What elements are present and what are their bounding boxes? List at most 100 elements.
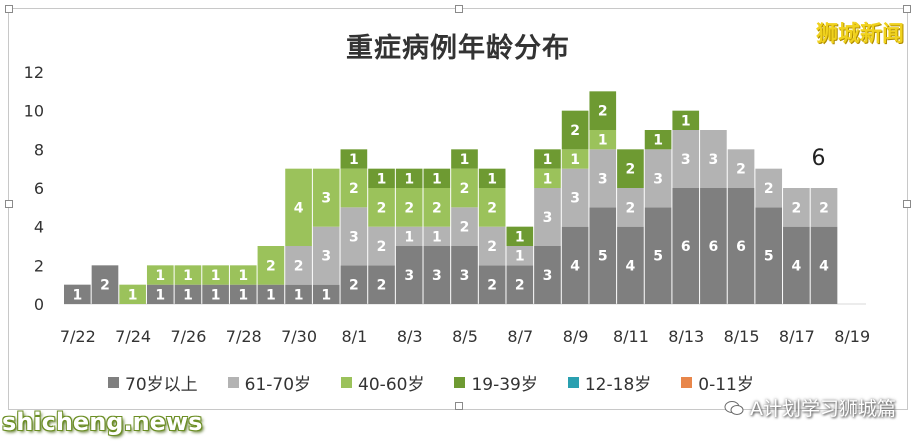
bar-segment	[451, 168, 478, 208]
data-label: 3	[460, 268, 470, 284]
data-label: 2	[460, 220, 470, 236]
bar-segment	[478, 265, 506, 304]
data-label: 2	[349, 181, 359, 197]
legend-label: 70岁以上	[125, 374, 198, 395]
data-label: 6	[709, 239, 719, 255]
data-label: 1	[294, 287, 304, 303]
data-label: 1	[681, 113, 691, 129]
bar-segment	[229, 265, 257, 285]
bar-segment	[368, 265, 395, 304]
bar-segment	[672, 130, 700, 188]
bar-segment	[478, 226, 506, 266]
legend-item-12-18: 12-18岁	[567, 370, 651, 395]
bar-segment	[589, 130, 617, 150]
bar-segment	[146, 265, 174, 285]
resize-handle-right[interactable]	[903, 200, 911, 208]
data-label: 2	[764, 181, 774, 197]
legend-label: 0-11岁	[698, 374, 754, 395]
data-label: 2	[515, 278, 525, 294]
data-label: 2	[404, 200, 414, 216]
bar-segment	[617, 226, 644, 304]
wechat-icon	[724, 400, 744, 415]
bar-segment	[395, 168, 423, 188]
bar-segment	[340, 149, 368, 169]
data-label: 3	[321, 191, 331, 207]
data-label: 1	[321, 287, 331, 303]
data-label: 5	[598, 249, 608, 265]
data-label: 3	[349, 229, 359, 245]
data-label: 1	[128, 287, 138, 303]
bar-segment	[451, 246, 478, 304]
legend-label: 40-60岁	[358, 374, 425, 395]
bar-segment	[534, 188, 561, 246]
y-tick-label: 2	[34, 256, 44, 275]
resize-handle-bottom[interactable]	[455, 402, 463, 410]
data-label: 2	[377, 278, 387, 294]
data-label: 2	[266, 258, 276, 274]
bar-segment	[534, 168, 561, 188]
legend-label: 61-70岁	[244, 374, 312, 395]
annotation-label: 6	[812, 146, 826, 171]
bar-segment	[285, 284, 312, 304]
bar-segment	[312, 284, 340, 304]
data-label: 1	[570, 152, 580, 168]
bar-segment	[672, 110, 700, 130]
bar-segment	[644, 130, 672, 150]
bar-segment	[561, 149, 589, 169]
data-label: 2	[626, 200, 636, 216]
data-label: 1	[515, 249, 525, 265]
x-tick-label: 7/28	[226, 327, 262, 346]
x-tick-label: 8/3	[397, 327, 423, 346]
data-label: 1	[211, 268, 221, 284]
x-tick-label: 7/24	[115, 327, 151, 346]
x-tick-label: 8/11	[613, 327, 649, 346]
watermark-site: shicheng.news	[2, 408, 203, 436]
bar-segment	[451, 149, 478, 169]
legend-item-40-60: 40-60岁	[341, 370, 424, 395]
bar-segment	[672, 188, 700, 304]
resize-handle-left[interactable]	[5, 200, 13, 208]
data-label: 1	[377, 171, 387, 187]
bar-segment	[727, 149, 755, 188]
x-tick-label: 8/5	[452, 327, 478, 346]
bar-segment	[423, 168, 451, 188]
data-label: 6	[736, 239, 746, 255]
bar-segment	[561, 226, 589, 304]
data-label: 2	[100, 278, 110, 294]
bar-segment	[229, 284, 257, 304]
legend-item-61-70: 61-70岁	[227, 370, 312, 395]
bar-segment	[174, 265, 202, 285]
data-label: 2	[377, 200, 387, 216]
data-label: 1	[460, 152, 470, 168]
bar-segment	[423, 188, 451, 227]
bar-segment	[506, 226, 534, 246]
legend-swatch	[108, 376, 119, 388]
bar-segment	[700, 130, 727, 188]
resize-handle-top-right[interactable]	[903, 5, 911, 13]
data-label: 4	[819, 258, 829, 274]
data-label: 3	[543, 210, 553, 226]
bar-segment	[534, 149, 561, 169]
resize-handle-top[interactable]	[455, 5, 463, 13]
bar-segment	[561, 168, 589, 227]
bar-segment	[174, 284, 202, 304]
resize-handle-top-left[interactable]	[5, 5, 13, 13]
data-label: 1	[515, 229, 525, 245]
data-label: 2	[487, 278, 497, 294]
data-label: 3	[432, 268, 442, 284]
x-tick-label: 8/7	[507, 327, 533, 346]
data-label: 3	[543, 268, 553, 284]
data-label: 1	[72, 287, 82, 303]
legend-item-70plus: 70岁以上	[108, 370, 198, 395]
bar-segment	[368, 168, 395, 188]
bar-segment	[506, 246, 534, 266]
chart-legend: 70岁以上 61-70岁 40-60岁 19-39岁 12-18岁 0-11岁	[108, 370, 754, 395]
data-label: 4	[570, 258, 580, 274]
data-label: 1	[349, 152, 359, 168]
y-tick-label: 0	[34, 295, 44, 314]
bar-segment	[727, 188, 755, 304]
brand-logo-text: 狮城新闻	[815, 22, 904, 47]
x-tick-label: 8/15	[724, 327, 760, 346]
data-label: 3	[570, 191, 580, 207]
